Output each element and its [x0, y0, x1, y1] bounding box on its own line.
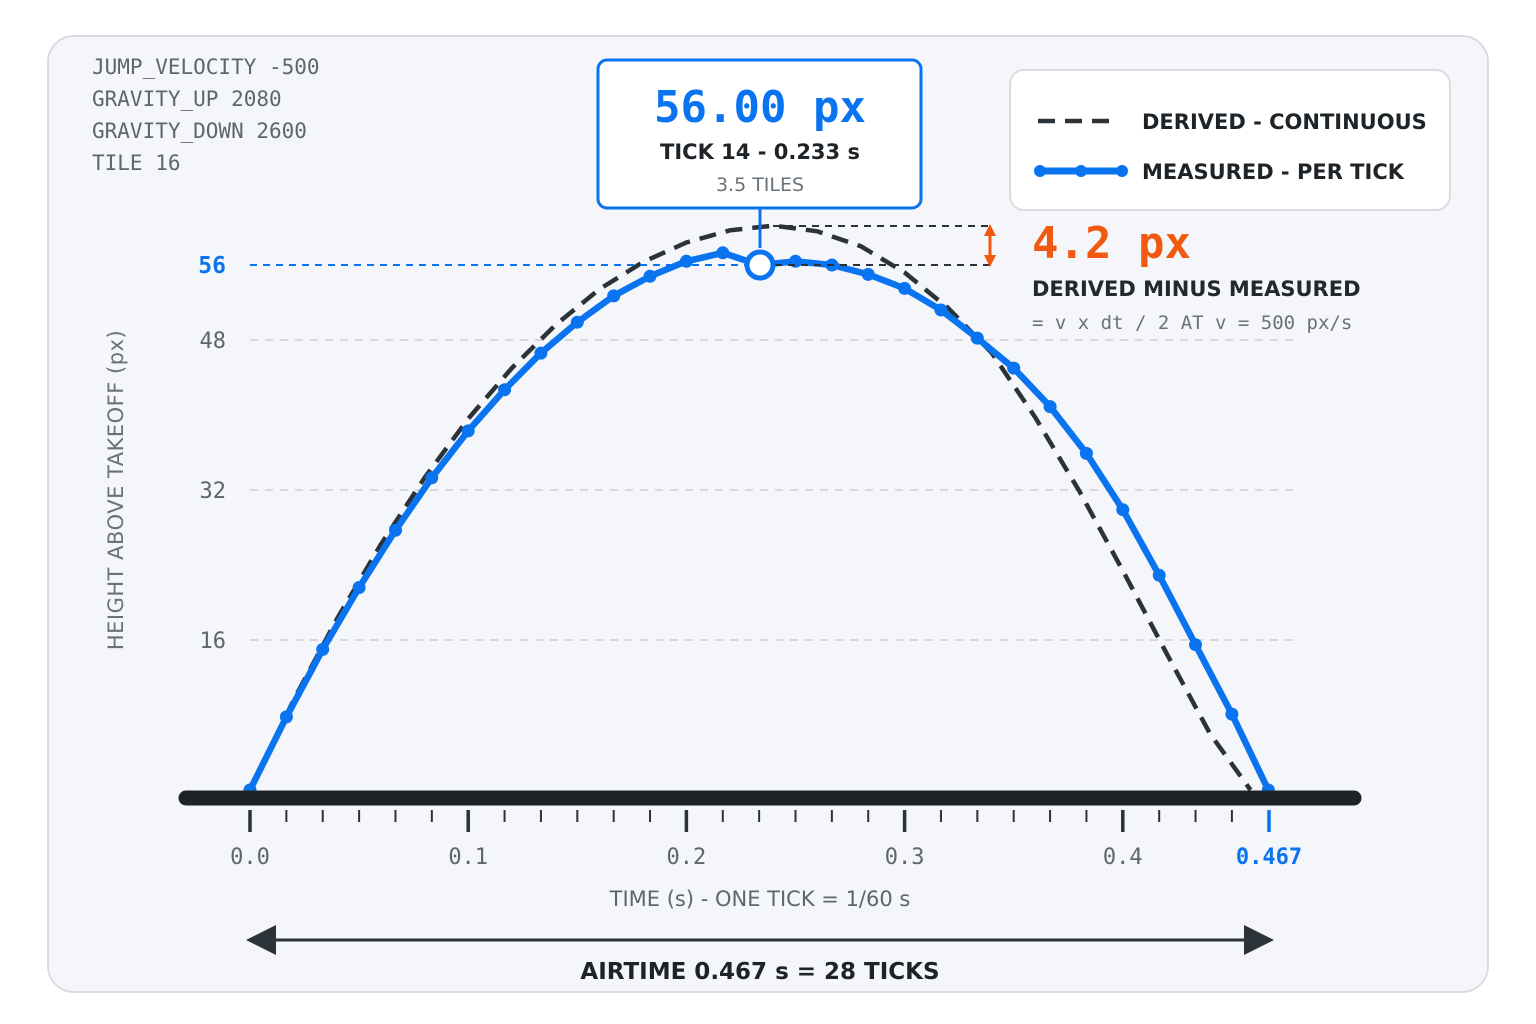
x-end-label: 0.467 [1236, 845, 1302, 870]
measured-point [934, 303, 948, 317]
measured-point [1043, 400, 1057, 414]
grid-lines: 16 32 48 [200, 329, 1300, 654]
y-axis-label: HEIGHT ABOVE TAKEOFF (px) [104, 330, 128, 650]
measured-point [279, 710, 293, 724]
x-tick-label: 0.4 [1103, 845, 1143, 870]
peak-marker [744, 249, 776, 281]
measured-point [1116, 503, 1130, 517]
measured-point [570, 315, 584, 329]
callout-tick: TICK 14 - 0.233 s [660, 140, 860, 164]
measured-point [970, 331, 984, 345]
measured-point [716, 246, 730, 260]
legend-box [1009, 69, 1451, 211]
param-line: JUMP_VELOCITY -500 [92, 55, 320, 79]
legend-measured-label: MEASURED - PER TICK [1142, 160, 1405, 184]
measured-point [1225, 707, 1239, 721]
measured-point [461, 424, 475, 438]
measured-point [389, 523, 402, 537]
airtime-label: AIRTIME 0.467 s = 28 TICKS [580, 959, 939, 985]
x-axis-label: TIME (s) - ONE TICK = 1/60 s [609, 887, 911, 911]
param-line: GRAVITY_UP 2080 [92, 87, 282, 111]
param-line: GRAVITY_DOWN 2600 [92, 119, 307, 143]
measured-point [352, 581, 366, 594]
measured-point [861, 267, 875, 281]
callout-value: 56.00 px [654, 82, 866, 133]
x-tick-label: 0.3 [885, 845, 925, 870]
derived-series-line [247, 223, 1253, 792]
param-line: TILE 16 [92, 151, 181, 175]
y-tick-label: 32 [200, 479, 227, 504]
legend-measured-swatch [1034, 165, 1128, 177]
measured-point [534, 346, 548, 360]
legend-derived-label: DERIVED - CONTINUOUS [1142, 110, 1427, 134]
measured-point [898, 281, 912, 295]
measured-point [498, 383, 512, 397]
measured-point [316, 642, 330, 656]
x-tick-label: 0.0 [230, 845, 270, 870]
peak-callout [596, 58, 923, 210]
difference-value: 4.2 px [1032, 218, 1191, 269]
difference-title: DERIVED MINUS MEASURED [1032, 277, 1361, 301]
difference-formula: = v x dt / 2 AT v = 500 px/s [1032, 312, 1352, 334]
measured-point [1079, 446, 1093, 460]
chart-panel [47, 35, 1489, 993]
measured-point [1189, 638, 1202, 652]
x-tick-label: 0.2 [667, 845, 707, 870]
x-axis: 0.0 0.1 0.2 0.3 0.4 0.467 [230, 810, 1302, 870]
measured-point [643, 269, 657, 283]
x-tick-label: 0.1 [448, 845, 488, 870]
peak-value-label: 56 [198, 253, 226, 279]
difference-arrow [984, 224, 996, 267]
callout-tiles: 3.5 TILES [716, 174, 804, 196]
measured-point [607, 289, 621, 303]
y-tick-label: 48 [200, 329, 227, 354]
measured-point [1152, 568, 1166, 582]
measured-point [1007, 361, 1021, 375]
measured-point [425, 471, 439, 485]
y-tick-label: 16 [200, 629, 227, 654]
